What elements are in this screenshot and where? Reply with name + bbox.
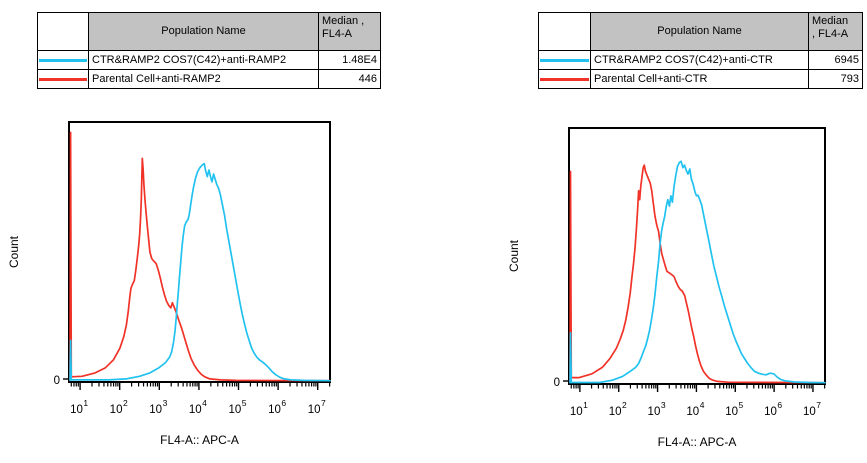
population-color-swatch [538,69,591,89]
x-axis-tick-label: 104 [189,398,207,416]
x-axis-tick-label: 101 [70,398,88,416]
median-header-line1: Median [812,15,849,27]
population-color-swatch [37,50,89,70]
stats-table-right: Population Name Median , FL4-A CTR&RAMP2… [538,12,863,89]
histogram-curve-blue [569,160,826,384]
population-name: Parental Cell+anti-RAMP2 [88,69,319,89]
x-axis-title: FL4-A:: APC-A [160,433,239,447]
median-header-line1: Median , [322,15,365,27]
swatch-column-header [37,12,89,51]
stats-table-left: Population Name Median , FL4-A CTR&RAMP2… [37,12,381,89]
population-row: CTR&RAMP2 COS7(C42)+anti-RAMP2 1.48E4 [37,50,381,70]
median-value: 793 [808,69,863,89]
x-axis-tick-label: 101 [570,400,588,418]
y-axis-title: Count [507,239,521,272]
population-column-header: Population Name [590,12,809,51]
x-axis-title: FL4-A:: APC-A [658,435,737,449]
plot-frame [68,121,331,383]
x-axis-tick-label: 107 [308,398,326,416]
x-axis-tick-label: 103 [149,398,167,416]
blue-line-swatch [39,58,87,62]
median-header-line2: , FL4-A [812,27,849,40]
histogram-curve-red [569,164,826,384]
blue-line-swatch [540,58,589,62]
population-color-swatch [37,69,89,89]
median-value: 446 [318,69,381,89]
histogram-curve-red [69,131,331,382]
x-axis-tick-label: 106 [764,400,782,418]
population-row: Parental Cell+anti-CTR 793 [538,69,863,89]
x-axis-tick-label: 107 [803,400,821,418]
table-header-row: Population Name Median , FL4-A [37,12,381,51]
median-header-line2: FL4-A [322,27,352,40]
plot-frame [568,127,826,385]
median-value: 1.48E4 [318,50,381,70]
population-name: CTR&RAMP2 COS7(C42)+anti-CTR [590,50,809,70]
population-column-header: Population Name [88,12,319,51]
swatch-column-header [538,12,591,51]
y-axis-zero-label: 0 [54,375,60,387]
x-axis-tick-label: 104 [686,400,704,418]
red-line-swatch [540,77,589,81]
population-name: CTR&RAMP2 COS7(C42)+anti-RAMP2 [88,50,319,70]
x-axis-tick-label: 105 [725,400,743,418]
x-axis-tick-label: 102 [110,398,128,416]
population-name: Parental Cell+anti-CTR [590,69,809,89]
x-axis-tick-label: 102 [609,400,627,418]
table-header-row: Population Name Median , FL4-A [538,12,863,51]
x-axis-tick-label: 103 [648,400,666,418]
y-axis-title: Count [7,235,21,268]
population-row: CTR&RAMP2 COS7(C42)+anti-CTR 6945 [538,50,863,70]
y-axis-zero-label: 0 [554,377,560,389]
median-column-header: Median , FL4-A [808,12,863,51]
x-axis-tick-label: 105 [228,398,246,416]
population-row: Parental Cell+anti-RAMP2 446 [37,69,381,89]
red-line-swatch [39,77,87,81]
median-value: 6945 [808,50,863,70]
histogram-curve-blue [69,162,331,382]
median-column-header: Median , FL4-A [318,12,381,51]
population-color-swatch [538,50,591,70]
x-axis-tick-label: 106 [268,398,286,416]
